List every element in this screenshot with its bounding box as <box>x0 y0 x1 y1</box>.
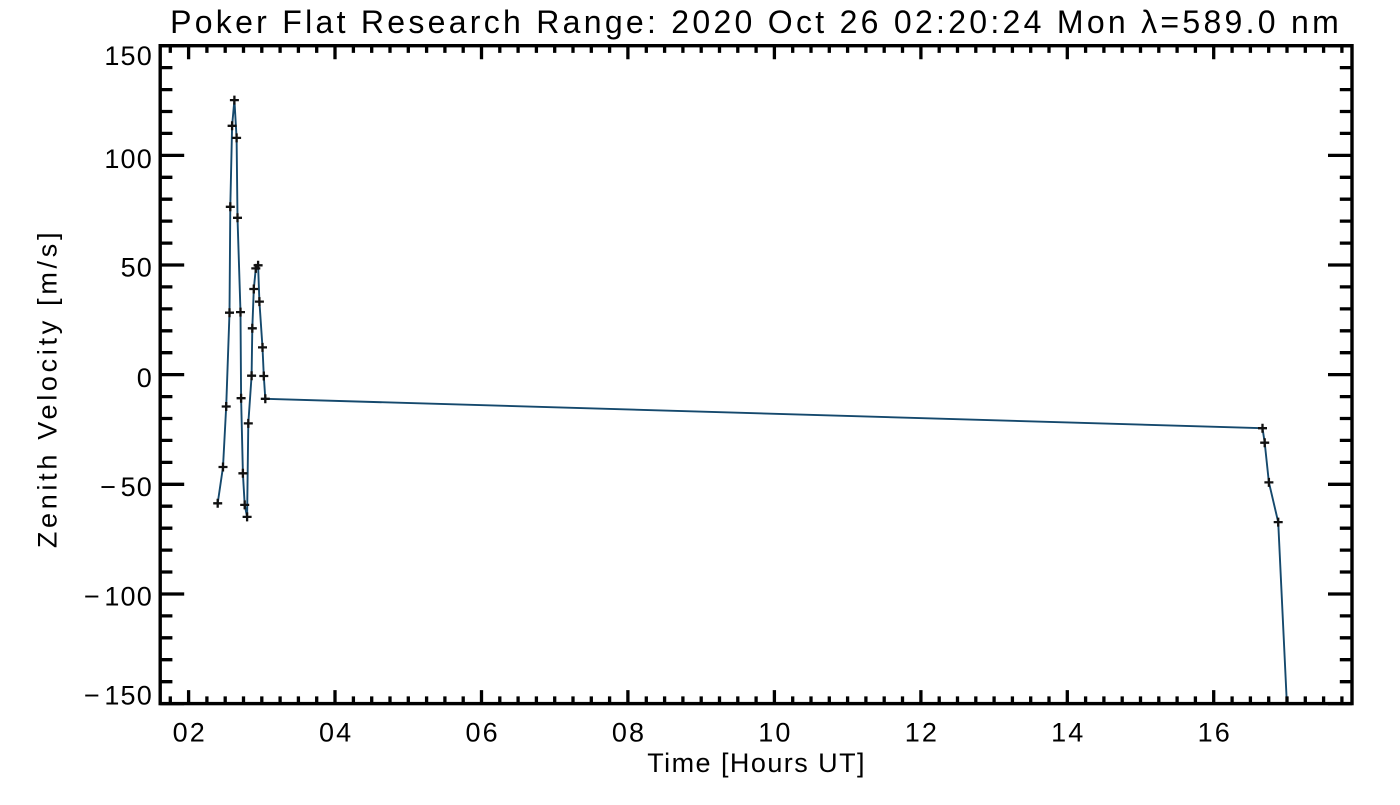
svg-text:0: 0 <box>137 363 153 393</box>
svg-text:Time [Hours UT]: Time [Hours UT] <box>647 748 866 778</box>
svg-text:06: 06 <box>465 717 499 747</box>
svg-text:12: 12 <box>905 717 939 747</box>
svg-text:−100: −100 <box>84 581 153 611</box>
svg-text:02: 02 <box>173 717 207 747</box>
svg-text:Zenith Velocity [m/s]: Zenith Velocity [m/s] <box>33 229 63 548</box>
svg-text:150: 150 <box>104 41 153 71</box>
svg-text:Poker Flat Research Range: 202: Poker Flat Research Range: 2020 Oct 26 0… <box>170 4 1342 40</box>
svg-text:−150: −150 <box>84 681 153 711</box>
svg-text:08: 08 <box>612 717 646 747</box>
svg-text:10: 10 <box>758 717 792 747</box>
svg-text:14: 14 <box>1051 717 1085 747</box>
svg-text:16: 16 <box>1198 717 1232 747</box>
svg-text:04: 04 <box>319 717 353 747</box>
svg-text:100: 100 <box>104 144 153 174</box>
svg-text:−50: −50 <box>100 472 153 502</box>
svg-text:50: 50 <box>121 253 153 283</box>
